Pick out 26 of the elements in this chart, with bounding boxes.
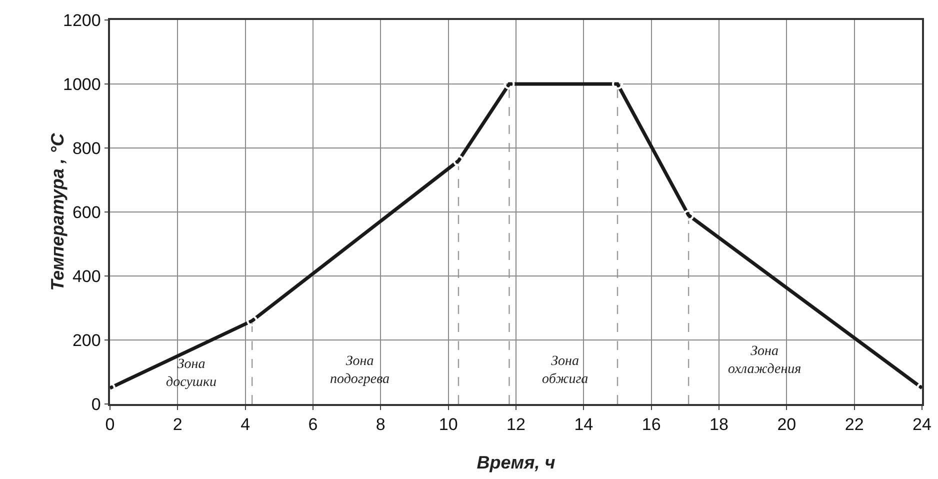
x-tick-label: 18: [710, 415, 728, 434]
y-tick-label: 600: [72, 202, 101, 222]
x-tick-label: 2: [172, 415, 182, 434]
x-tick-label: 14: [574, 415, 594, 434]
x-tick-label: 16: [642, 415, 661, 434]
y-tick-label: 200: [72, 330, 101, 350]
annotation: Зона обжига: [542, 354, 588, 388]
annotation: Зона досушки: [166, 357, 217, 390]
x-tick-label: 10: [438, 415, 458, 434]
x-tick-label: 8: [376, 415, 386, 434]
x-axis-title: Время, ч: [476, 452, 556, 472]
y-tick-label: 400: [72, 266, 101, 286]
y-axis-title: Температура , °C: [48, 132, 68, 291]
x-tick-label: 12: [506, 415, 526, 434]
y-tick-label: 0: [91, 394, 101, 414]
x-tick-label: 22: [844, 415, 864, 434]
annotation: Зона подогрева: [330, 354, 390, 388]
annotation: Зона охлаждения: [728, 344, 802, 378]
y-tick-label: 1200: [63, 10, 101, 30]
x-tick-label: 4: [240, 415, 250, 434]
x-tick-label: 6: [308, 415, 318, 434]
x-tick-label: 24: [912, 415, 932, 434]
x-tick-label: 0: [105, 415, 115, 434]
x-tick-label: 20: [777, 415, 796, 434]
y-tick-label: 1000: [63, 74, 101, 94]
y-tick-label: 800: [72, 138, 101, 158]
